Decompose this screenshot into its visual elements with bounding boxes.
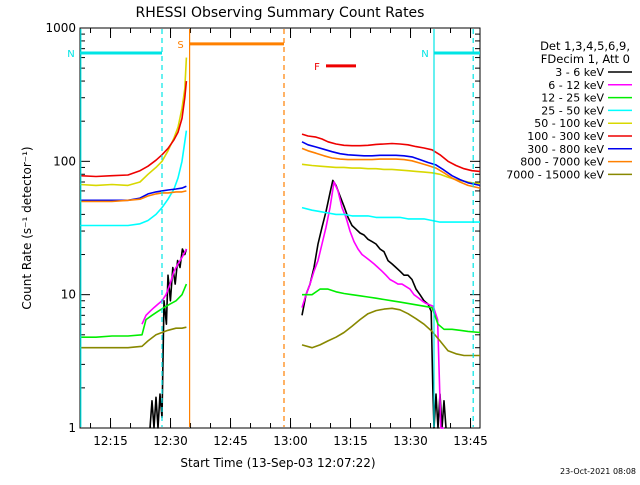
- series-line-12-25-kev: [80, 283, 188, 339]
- series-line-25-50-kev: [80, 130, 188, 227]
- plot-frame: [79, 27, 481, 429]
- series-line-3-6-kev: [149, 248, 188, 429]
- series-line-50-100-kev: [301, 163, 481, 185]
- flag-label: F: [314, 62, 320, 73]
- flag-label: N: [421, 49, 428, 60]
- series-line-6-12-kev: [141, 248, 188, 325]
- x-tick-label: 12:30: [153, 434, 188, 448]
- legend-label: 100 - 300 keV: [527, 130, 604, 143]
- series-line-3-6-kev: [301, 179, 447, 429]
- series-line-12-25-kev: [302, 288, 481, 334]
- series-line-25-50-kev: [301, 206, 480, 223]
- legend-label: 12 - 25 keV: [541, 92, 604, 105]
- legend-label: 7000 - 15000 keV: [506, 168, 604, 181]
- flag-label: S: [177, 40, 183, 51]
- legend-label: 3 - 6 keV: [555, 66, 604, 79]
- y-tick-label: 100: [53, 154, 76, 168]
- legend-label: 50 - 100 keV: [534, 117, 604, 130]
- x-tick-label: 12:15: [93, 434, 128, 448]
- chart-title: RHESSI Observing Summary Count Rates: [136, 5, 425, 21]
- y-tick-label: 1: [68, 421, 76, 435]
- y-tick-label: 1000: [45, 21, 76, 35]
- series-group: [79, 57, 481, 429]
- series-line-6-12-kev: [301, 181, 444, 429]
- legend: Det 1,3,4,5,6,9, FDecim 1, Att 0 3 - 6 k…: [506, 39, 632, 181]
- x-tick-label: 13:00: [273, 434, 308, 448]
- legend-label: 25 - 50 keV: [541, 104, 604, 117]
- series-line-100-300-kev: [301, 133, 481, 173]
- x-tick-label: 13:45: [453, 434, 488, 448]
- x-axis-label: Start Time (13-Sep-03 12:07:22): [180, 456, 375, 470]
- series-line-300-800-kev: [80, 185, 187, 202]
- legend-header: Det 1,3,4,5,6,9,: [540, 39, 630, 53]
- series-line-7000-15000-kev: [301, 307, 480, 357]
- series-line-800-7000-kev: [301, 147, 481, 189]
- legend-label: 300 - 800 keV: [527, 143, 604, 156]
- x-tick-label: 13:15: [333, 434, 368, 448]
- y-axis-label: Count Rate (s⁻¹ detector⁻¹): [20, 146, 34, 309]
- x-tick-label: 13:30: [393, 434, 428, 448]
- series-line-800-7000-kev: [80, 190, 187, 203]
- axis-ticks: 1 10 100 1000 12:15 12:30 12:45 13:00 13:15 13:30…: [45, 21, 487, 448]
- overlay-group: N N S F: [67, 29, 480, 427]
- legend-label: 800 - 7000 keV: [520, 156, 604, 169]
- y-tick-label: 10: [61, 288, 76, 302]
- legend-header: FDecim 1, Att 0: [541, 52, 630, 66]
- flag-label: N: [67, 49, 74, 60]
- series-line-100-300-kev: [79, 81, 188, 178]
- legend-label: 6 - 12 keV: [548, 79, 604, 92]
- series-line-300-800-kev: [301, 141, 481, 187]
- x-tick-label: 12:45: [213, 434, 248, 448]
- series-line-7000-15000-kev: [80, 326, 187, 349]
- series-line-50-100-kev: [79, 57, 188, 187]
- footer-timestamp: 23-Oct-2021 08:08: [560, 467, 636, 476]
